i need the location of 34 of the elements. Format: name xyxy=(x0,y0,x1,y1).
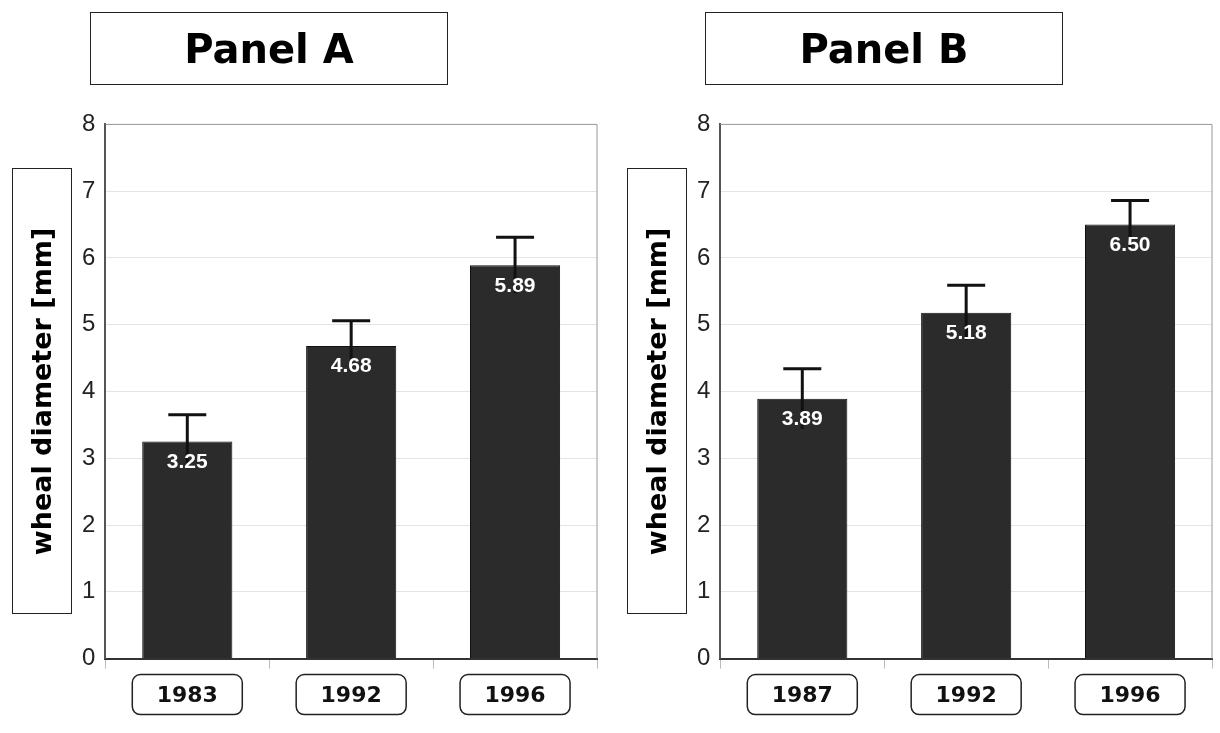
y-tick-label: 6 xyxy=(696,242,711,270)
y-tick-label: 2 xyxy=(81,509,96,537)
x-tick-label: 1992 xyxy=(320,681,382,707)
y-axis-title: wheal diameter [mm] xyxy=(26,227,58,555)
data-label: 5.18 xyxy=(945,320,987,343)
x-tick-label: 1987 xyxy=(771,681,833,707)
y-tick-label: 8 xyxy=(696,109,711,137)
y-tick-label: 8 xyxy=(81,109,96,137)
y-tick-label: 4 xyxy=(696,376,711,404)
y-tick-label: 2 xyxy=(696,509,711,537)
data-label: 3.25 xyxy=(166,448,209,472)
y-tick-label: 5 xyxy=(81,309,96,337)
y-tick-label: 0 xyxy=(81,643,96,671)
data-label: 4.68 xyxy=(330,353,372,377)
y-tick-label: 5 xyxy=(696,309,711,337)
x-tick-label: 1996 xyxy=(1099,681,1161,707)
y-tick-label: 7 xyxy=(696,175,711,203)
y-tick-label: 6 xyxy=(81,242,96,270)
y-tick-label: 1 xyxy=(696,576,711,604)
data-label: 3.89 xyxy=(781,406,823,430)
y-tick-label: 3 xyxy=(696,442,711,470)
y-tick-label: 0 xyxy=(696,643,711,671)
chart-title: Panel B xyxy=(705,12,1063,85)
x-tick-label: 1992 xyxy=(935,681,997,707)
data-label: 6.50 xyxy=(1109,231,1151,255)
x-tick-label: 1983 xyxy=(156,681,218,707)
y-tick-label: 1 xyxy=(81,576,96,604)
chart-title: Panel A xyxy=(90,12,448,85)
x-tick-label: 1996 xyxy=(484,681,546,707)
y-tick-label: 4 xyxy=(81,376,96,404)
y-tick-label: 7 xyxy=(81,175,96,203)
data-label: 5.89 xyxy=(494,272,536,296)
y-tick-label: 3 xyxy=(81,442,96,470)
y-axis-title: wheal diameter [mm] xyxy=(641,227,673,555)
